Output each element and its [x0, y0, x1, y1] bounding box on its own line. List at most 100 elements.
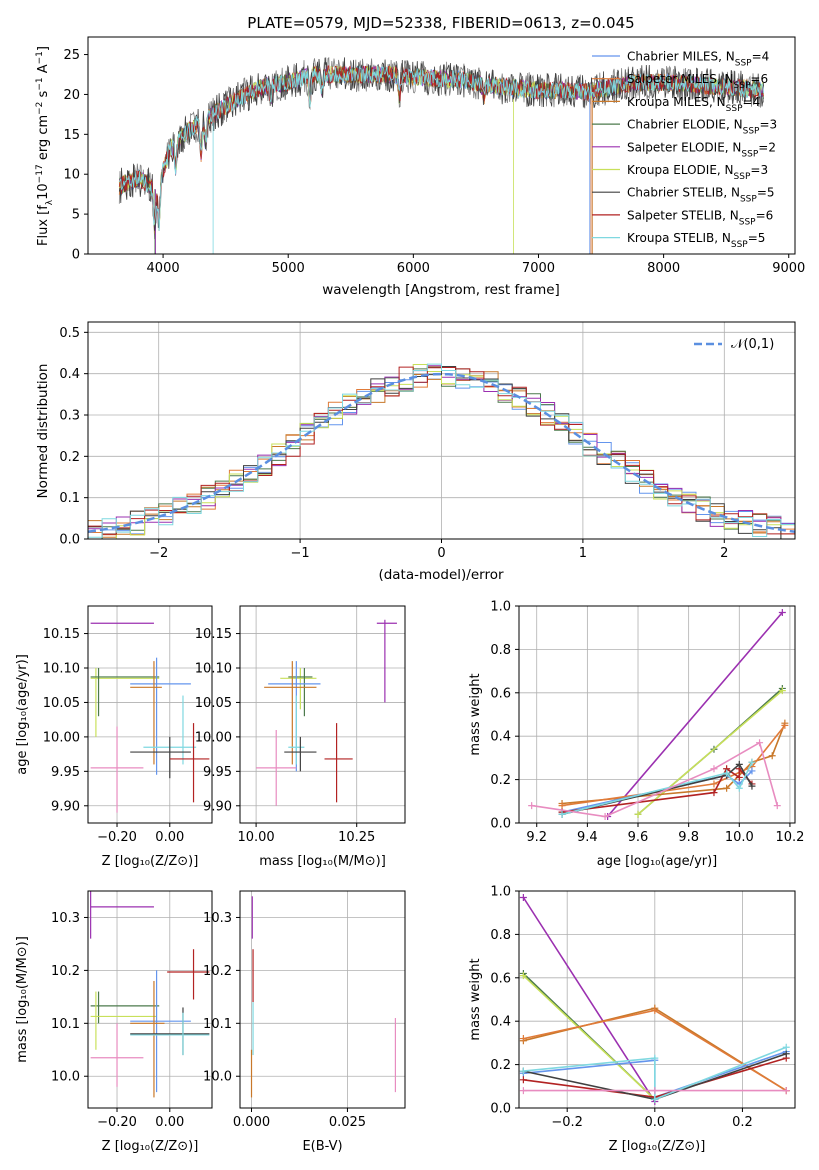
x-tick-label: −1 — [291, 546, 310, 561]
x-axis-label: age [log₁₀(age/yr)] — [597, 854, 718, 869]
legend-label: Chabrier ELODIE, NSSP=3 — [627, 118, 777, 137]
legend-label-main: Salpeter MILES, N — [627, 72, 734, 86]
x-tick-label: 6000 — [397, 261, 430, 276]
y-tick-label: 20 — [63, 88, 80, 103]
residuals-x-axis-label: (data-model)/error — [378, 567, 504, 583]
legend-label: Chabrier STELIB, NSSP=5 — [627, 186, 775, 205]
weight-marker — [748, 782, 756, 790]
gaussian-legend-label: 𝒩(0,1) — [731, 337, 774, 352]
y-tick-label: 0.0 — [490, 1102, 511, 1117]
y-tick-label: 5 — [72, 208, 80, 223]
x-tick-label: −0.2 — [551, 1115, 583, 1130]
weight-marker — [519, 894, 527, 902]
y-label-part: −1 — [35, 51, 45, 64]
y-tick-label: 0.1 — [59, 491, 80, 506]
legend-label-suffix: =6 — [750, 72, 768, 86]
legend-label: Salpeter MILES, NSSP=6 — [627, 72, 768, 91]
x-tick-label: 0.00 — [155, 1115, 184, 1130]
legend-label-sub: SSP — [734, 172, 751, 182]
legend-label-main: Salpeter ELODIE, N — [627, 140, 741, 154]
weight-marker — [651, 1006, 659, 1014]
y-tick-label: 0 — [72, 248, 80, 263]
weight-marker — [782, 1043, 790, 1051]
y-tick-label: 0.6 — [490, 971, 511, 986]
y-label-part: A — [36, 64, 51, 77]
y-tick-label: 0.8 — [490, 928, 511, 943]
x-tick-label: 5000 — [272, 261, 305, 276]
y-tick-label: 0.2 — [59, 450, 80, 465]
y-tick-label: 10.00 — [43, 730, 80, 745]
y-tick-label: 0.4 — [490, 730, 511, 745]
spectrum-axes-frame — [87, 36, 796, 255]
y-label-part: λ — [45, 199, 55, 205]
legend-label-sub: SSP — [726, 104, 743, 114]
x-tick-label: 9000 — [772, 261, 805, 276]
spectrum-curves — [118, 57, 764, 254]
weight-marker — [782, 1087, 790, 1095]
legend-label-main: Chabrier MILES, N — [627, 50, 735, 64]
x-tick-label: 0.00 — [155, 830, 184, 845]
x-tick-label: 1 — [579, 546, 587, 561]
legend-label-sub: SSP — [734, 81, 751, 91]
x-tick-label: 4000 — [147, 261, 180, 276]
x-tick-label: 0.0 — [644, 1115, 665, 1130]
x-tick-label: 7000 — [522, 261, 555, 276]
legend-label-suffix: =6 — [756, 208, 774, 222]
age-vs-mass-panel: 10.00 10.25 9.90 9.95 10.00 10.05 10.10 10.15 ma… — [195, 605, 406, 869]
y-tick-label: 0.6 — [490, 686, 511, 701]
axes-frame — [239, 605, 406, 824]
y-label-part: −1 — [35, 77, 45, 90]
y-label-part: 10 — [36, 183, 51, 200]
legend-label-sub: SSP — [739, 217, 756, 227]
residuals-panel: −2 −1 0 1 2 0.0 0.1 0.2 0.3 0.4 0.5 (data-model)/… — [35, 321, 796, 583]
weight-marker — [519, 1076, 527, 1084]
spectrum-panel: PLATE=0579, MJD=52338, FIBERID=0613, z=0… — [35, 14, 805, 298]
x-tick-label: 0.000 — [233, 1115, 270, 1130]
fit-parameter-panels: −0.20 0.00 9.90 9.95 10.00 10.05 10.10 10.15 Z [… — [15, 600, 804, 1155]
legend-label-suffix: =4 — [743, 95, 761, 109]
weight-marker — [773, 802, 781, 810]
x-axis-label: Z [log₁₀(Z/Z⊙)] — [102, 854, 199, 869]
axes-frame — [518, 605, 796, 824]
gaussian-curve — [87, 372, 796, 534]
y-tick-label: 10.15 — [195, 627, 232, 642]
weight-line — [522, 975, 656, 1100]
weight-marker — [710, 780, 718, 788]
x-tick-label: 0.025 — [329, 1115, 366, 1130]
y-tick-label: 0.3 — [59, 409, 80, 424]
axes-frame — [239, 890, 406, 1109]
x-tick-label: 9.6 — [628, 830, 649, 845]
residuals-x-ticks: −2 −1 0 1 2 — [149, 539, 728, 561]
x-tick-label: 10.25 — [338, 830, 375, 845]
weight-marker — [519, 1035, 527, 1043]
residuals-y-ticks: 0.0 0.1 0.2 0.3 0.4 0.5 — [59, 326, 88, 548]
weight-marker — [748, 767, 756, 775]
y-tick-label: 0.0 — [490, 817, 511, 832]
x-tick-label: 9.2 — [526, 830, 547, 845]
y-tick-label: 10.10 — [43, 662, 80, 677]
y-axis-label: mass weight — [468, 673, 483, 755]
y-tick-label: 0.8 — [490, 643, 511, 658]
x-tick-label: 10.0 — [725, 830, 754, 845]
weight-marker — [710, 765, 718, 773]
mass-vs-ebv-panel: 0.000 0.025 10.0 10.1 10.2 10.3 E(B-V) — [203, 890, 406, 1154]
y-tick-label: 10.0 — [203, 1070, 232, 1085]
legend-label-suffix: =2 — [758, 140, 776, 154]
weight-line — [523, 1046, 787, 1101]
legend-label-suffix: =3 — [750, 163, 768, 177]
y-tick-label: 10.05 — [43, 696, 80, 711]
spectrum-title: PLATE=0579, MJD=52338, FIBERID=0613, z=0… — [247, 14, 634, 32]
y-tick-label: 0.2 — [490, 773, 511, 788]
legend-label: Kroupa MILES, NSSP=4 — [627, 95, 760, 114]
y-tick-label: 10 — [63, 168, 80, 183]
y-axis-label: mass [log₁₀(M/M⊙)] — [15, 936, 30, 1063]
weight-marker — [756, 739, 764, 747]
y-label-part: s — [36, 90, 51, 101]
y-tick-label: 0.2 — [490, 1058, 511, 1073]
legend-label: Salpeter STELIB, NSSP=6 — [627, 208, 773, 227]
weight-vs-Z-panel: −0.2 0.0 0.2 0.0 0.2 0.4 0.6 0.8 1.0 Z [log₁₀(Z/Z… — [468, 885, 796, 1154]
y-tick-label: 0.5 — [59, 326, 80, 341]
legend-label-suffix: =3 — [759, 118, 777, 132]
